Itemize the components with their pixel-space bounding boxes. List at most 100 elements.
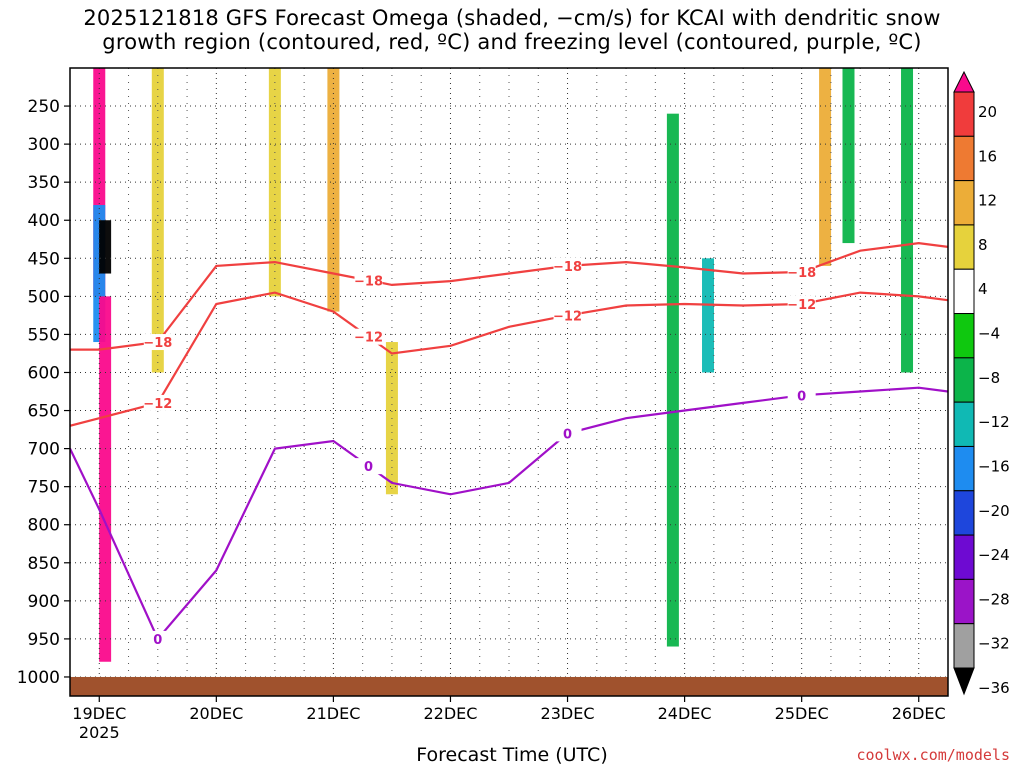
colorbar-bottom-arrow	[953, 667, 975, 696]
colorbar-label: 12	[978, 192, 997, 210]
y-tick-label: 1000	[17, 668, 60, 688]
x-tick-label: 22DEC	[423, 704, 477, 723]
colorbar-segment	[953, 534, 975, 580]
colorbar-label: −36	[978, 679, 1010, 697]
contour-label: −18	[553, 260, 582, 275]
colorbar-segment	[953, 490, 975, 536]
omega-cell	[327, 68, 340, 312]
colorbar-segment	[953, 91, 975, 137]
colorbar-label: −20	[978, 502, 1010, 520]
contour-label: −18	[354, 274, 383, 289]
omega-cell	[268, 68, 281, 297]
contour-label-bg	[143, 630, 172, 647]
y-tick-label: 450	[28, 249, 60, 269]
x-tick-label: 19DEC	[72, 704, 126, 723]
omega-cell	[666, 113, 679, 647]
colorbar-segment	[953, 224, 975, 270]
colorbar-label: −28	[978, 590, 1010, 608]
contour-line	[70, 386, 948, 641]
contour-label: 0	[364, 460, 373, 475]
contour-label-bg	[553, 425, 582, 442]
omega-cell	[99, 220, 112, 274]
contour-label: −12	[143, 397, 172, 412]
colorbar-label: −12	[978, 413, 1010, 431]
chart-title-line1: 2025121818 GFS Forecast Omega (shaded, −…	[83, 6, 941, 30]
colorbar-label: 8	[978, 236, 988, 254]
contour-label: 0	[797, 389, 806, 404]
colorbar-segment	[953, 135, 975, 182]
y-tick-label: 300	[28, 135, 60, 155]
terrain-ground	[70, 676, 948, 696]
y-tick-label: 800	[28, 516, 60, 536]
contour-label-bg	[553, 307, 582, 324]
contour-label-bg	[787, 264, 816, 281]
y-tick-label: 950	[28, 630, 60, 650]
x-tick-label: 25DEC	[775, 704, 829, 723]
contour-label: −18	[143, 336, 172, 351]
colorbar-label: −24	[978, 546, 1010, 564]
colorbar-segment	[953, 623, 975, 669]
x-tick-label: 24DEC	[658, 704, 712, 723]
colorbar-label: 4	[978, 280, 988, 298]
contour-label-bg	[354, 458, 383, 475]
y-tick-label: 400	[28, 211, 60, 231]
contour-line	[70, 241, 948, 351]
omega-cell	[819, 68, 832, 266]
omega-cell	[584, 68, 597, 160]
chart-title-line2: growth region (contoured, red, ºC) and f…	[102, 30, 922, 54]
x-tick-label: 21DEC	[306, 704, 360, 723]
colorbar-segment	[953, 578, 975, 625]
y-tick-label: 550	[28, 325, 60, 345]
colorbar-segment	[953, 313, 975, 359]
terrain-fill	[70, 676, 948, 696]
chart-title: 2025121818 GFS Forecast Omega (shaded, −…	[0, 6, 1024, 54]
colorbar-label: 16	[978, 147, 997, 165]
omega-shading	[70, 68, 948, 696]
contour-label-bg	[354, 328, 383, 345]
omega-cell	[842, 68, 855, 244]
contour-label: 0	[563, 427, 572, 442]
contour-label-bg	[143, 394, 172, 411]
contour-label: 0	[153, 633, 162, 648]
watermark-text: coolwx.com/models	[856, 746, 1010, 764]
y-tick-label: 500	[28, 287, 60, 307]
colorbar-segment	[953, 401, 975, 447]
x-year-label: 2025	[79, 723, 120, 742]
contour-label-bg	[553, 257, 582, 274]
contour-label: −12	[553, 309, 582, 324]
colorbar-label: 20	[978, 103, 997, 121]
omega-cell	[702, 258, 715, 373]
colorbar-segment	[953, 180, 975, 226]
colorbar-segment	[953, 268, 975, 315]
y-tick-label: 600	[28, 363, 60, 383]
colorbar: 20 16 12 8 4 −4 −8 −12 −16 −20 −24 −28 −32 −36	[953, 70, 1010, 697]
y-tick-label: 650	[28, 402, 60, 422]
contour-label-bg	[787, 387, 816, 404]
omega-cell	[901, 68, 914, 373]
omega-cell	[151, 68, 164, 373]
colorbar-label: −32	[978, 635, 1010, 653]
y-tick-label: 250	[28, 97, 60, 117]
y-tick-label: 350	[28, 173, 60, 193]
x-tick-label: 20DEC	[189, 704, 243, 723]
contour-label: −18	[787, 266, 816, 281]
x-tick-label: 26DEC	[892, 704, 946, 723]
contour-label-bg	[354, 272, 383, 289]
y-tick-label: 850	[28, 554, 60, 574]
colorbar-segment	[953, 357, 975, 403]
colorbar-label: −4	[978, 325, 1000, 343]
plot-frame	[69, 67, 949, 697]
axes: 250 300 350 400 450 500 550 600 650 700 750 800 850 9…	[17, 67, 949, 742]
y-tick-label: 700	[28, 440, 60, 460]
contour-line	[70, 291, 948, 427]
x-axis-label: Forecast Time (UTC)	[416, 744, 608, 766]
omega-cell	[503, 68, 515, 259]
y-tick-label: 750	[28, 478, 60, 498]
contour-lines: −18 −18 −18 −18 −12 −12 −12 −12 0 0 0 0	[70, 241, 948, 648]
x-tick-label: 23DEC	[541, 704, 595, 723]
contour-label-bg	[143, 334, 172, 351]
contour-label: −12	[787, 298, 816, 313]
y-tick-label: 900	[28, 592, 60, 612]
colorbar-segment	[953, 445, 975, 492]
